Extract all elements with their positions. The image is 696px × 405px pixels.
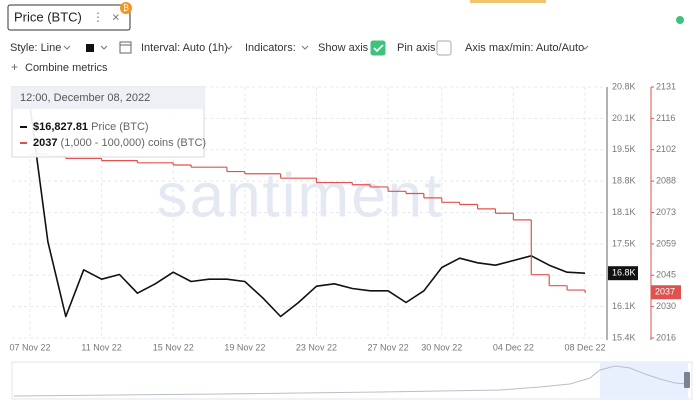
checkbox-box — [370, 40, 386, 56]
navigator-window[interactable] — [600, 362, 688, 399]
show-axis-label: Show axis — [318, 42, 369, 54]
top-accent — [470, 0, 546, 3]
x-tick-label: 08 Dec 22 — [564, 342, 605, 352]
y-tick-label: 18.8K — [612, 176, 636, 186]
interval-select[interactable]: Interval: Auto (1h) — [141, 42, 228, 54]
y-tick-label: 20.1K — [612, 113, 636, 123]
chevron — [225, 45, 233, 50]
tooltip-value: $16,827.81 — [33, 121, 88, 133]
indicators-select[interactable]: Indicators: — [245, 42, 296, 54]
x-tick-label: 30 Nov 22 — [421, 342, 462, 352]
last-value-label: 2037 — [655, 287, 675, 297]
navigator-frame — [11, 361, 693, 400]
last-value-box — [651, 285, 681, 300]
tab-menu[interactable]: ⋮ — [92, 10, 104, 24]
x-tick-label: 04 Dec 22 — [493, 342, 534, 352]
x-tick-label: 23 Nov 22 — [296, 342, 337, 352]
plus-icon: + — [11, 60, 18, 74]
tooltip-row: 2037 (1,000 - 100,000) coins (BTC) — [33, 137, 206, 149]
y-tick-label: 20.8K — [612, 81, 636, 91]
status-dot — [676, 16, 684, 24]
last-value-label: 16.8K — [612, 268, 636, 278]
tooltip-series: Price (BTC) — [91, 121, 148, 133]
combine-metrics[interactable]: Combine metrics — [25, 62, 108, 74]
y2-tick-label: 2102 — [656, 144, 676, 154]
plot — [29, 106, 586, 318]
x-tick-label: 19 Nov 22 — [224, 342, 265, 352]
y2-tick-label: 2045 — [656, 270, 676, 280]
y-tick-label: 16.1K — [612, 301, 636, 311]
y2-tick-label: 2116 — [656, 113, 675, 123]
badge — [120, 2, 132, 14]
badge-icon: ₿ — [123, 4, 129, 13]
navigator-handle[interactable] — [684, 372, 690, 388]
y2-tick-label: 2059 — [656, 238, 676, 248]
navigator — [11, 361, 693, 400]
checkmark — [373, 44, 384, 53]
axis-range-select[interactable]: Axis max/min: Auto/Auto — [465, 42, 584, 54]
color-swatch[interactable] — [86, 44, 94, 52]
show-axis-checkbox[interactable] — [370, 40, 386, 56]
chevron — [301, 45, 309, 50]
chevron — [581, 45, 589, 50]
x-tick-label: 11 Nov 22 — [81, 342, 121, 352]
pin-axis-label: Pin axis — [397, 42, 436, 54]
x-tick-label: 27 Nov 22 — [368, 342, 409, 352]
tab-close[interactable]: × — [112, 9, 120, 24]
watermark: santiment — [157, 161, 444, 230]
y2-tick-label: 2073 — [656, 207, 676, 217]
tooltip-header — [12, 87, 204, 109]
last-value-box — [608, 266, 638, 281]
y-tick-label: 15.4K — [612, 332, 636, 342]
tooltip: 12:00, December 08, 2022 $16,827.81 Pric… — [11, 86, 206, 158]
y-tick-label: 19.5K — [612, 144, 636, 154]
x-tick-label: 15 Nov 22 — [153, 342, 194, 352]
chevron — [63, 45, 71, 50]
grid — [12, 86, 605, 339]
y-tick-label: 17.5K — [612, 238, 636, 248]
tooltip-value: 2037 — [33, 137, 57, 149]
axes: 15.4K 16.1K 16.8K 17.5K 18.1K 18.8K 19.5K 20.1K… — [9, 81, 681, 352]
checkbox-box — [436, 40, 452, 56]
y2-tick-label: 2088 — [656, 176, 676, 186]
tooltip-series: (1,000 - 100,000) coins (BTC) — [61, 137, 207, 149]
metric-tab[interactable] — [7, 4, 131, 31]
tab-title: Price (BTC) — [14, 9, 82, 24]
y2-tick-label: 2131 — [656, 81, 676, 91]
y-tick-label: 18.1K — [612, 207, 636, 217]
calendar-icon — [119, 41, 132, 54]
style-select[interactable]: Style: Line — [10, 42, 61, 54]
y2-tick-label: 2016 — [656, 332, 676, 342]
x-tick-label: 07 Nov 22 — [9, 342, 50, 352]
y2-tick-label: 2030 — [656, 301, 676, 311]
navigator-line — [13, 365, 689, 397]
tooltip-title: 12:00, December 08, 2022 — [20, 92, 150, 104]
tooltip-row: $16,827.81 Price (BTC) — [33, 121, 149, 133]
series-line — [29, 106, 586, 318]
chevron — [100, 45, 108, 50]
pin-axis-checkbox[interactable] — [436, 40, 452, 56]
